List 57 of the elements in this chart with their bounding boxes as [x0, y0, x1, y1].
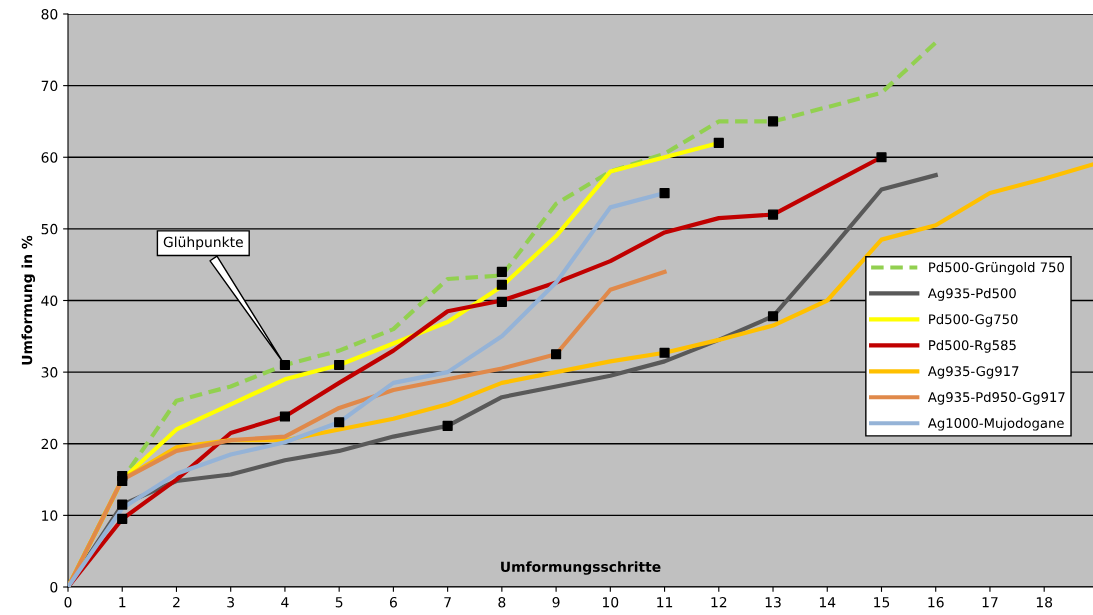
point [334, 359, 345, 371]
x-tick-label: 4 [281, 597, 289, 608]
x-tick-label: 1 [119, 597, 126, 608]
x-axis-title: Umformungsschritte [501, 561, 661, 575]
legend-label: Pd500-Grüngold 750 [929, 262, 1064, 275]
y-tick-label: 70 [41, 80, 58, 92]
point [496, 296, 507, 308]
y-tick-label: 0 [50, 581, 58, 593]
y-tick-label: 30 [41, 367, 58, 378]
point [551, 349, 562, 360]
x-tick-label: 17 [982, 597, 998, 608]
y-tick-label: 10 [42, 510, 58, 521]
point [496, 266, 507, 277]
legend-label: Pd500-Gg750 [929, 313, 1018, 327]
point [659, 347, 670, 358]
point [279, 359, 291, 371]
y-tick-label: 80 [41, 8, 58, 20]
x-tick-label: 6 [389, 596, 397, 608]
y-tick-label: 20 [41, 438, 58, 450]
legend-label: Ag1000-Mujodogane [927, 417, 1064, 431]
point [876, 152, 887, 163]
x-tick-label: 8 [498, 596, 506, 608]
y-axis-title: Umformung in % [21, 235, 36, 365]
x-tick-label: 12 [711, 596, 727, 608]
annotation: Glühpunkte [163, 236, 243, 250]
y-tick-label: 60 [41, 152, 58, 163]
legend-label: Ag935-Gg917 [927, 366, 1019, 379]
point [767, 209, 779, 220]
y-tick-label: 40 [41, 295, 58, 306]
point [334, 417, 345, 428]
x-tick-label: 13 [765, 596, 781, 608]
point [117, 475, 128, 487]
x-tick-label: 5 [335, 597, 343, 608]
point [442, 420, 453, 431]
x-tick-label: 18 [1036, 596, 1053, 608]
point [117, 499, 128, 510]
x-tick-label: 3 [227, 596, 234, 608]
point [713, 137, 724, 149]
x-tick-label: 9 [552, 596, 560, 608]
x-tick-label: 11 [657, 597, 673, 608]
x-tick-label: 16 [928, 596, 944, 608]
point [117, 513, 128, 525]
x-tick-label: 14 [819, 597, 836, 608]
point [279, 411, 291, 422]
x-tick-label: 2 [173, 596, 180, 608]
point [767, 116, 779, 127]
point [659, 187, 670, 199]
point [496, 279, 507, 290]
legend-label: Ag935-Pd500 [927, 288, 1016, 301]
x-tick-label: 0 [64, 596, 72, 608]
y-tick-label: 50 [41, 223, 58, 235]
legend-label: Pd500-Rg585 [929, 339, 1016, 353]
x-tick-label: 10 [603, 596, 619, 608]
x-tick-label: 15 [874, 597, 890, 608]
legend-label: Ag935-Pd950-Gg917 [927, 391, 1065, 405]
point [767, 311, 779, 322]
x-tick-label: 7 [444, 597, 451, 608]
